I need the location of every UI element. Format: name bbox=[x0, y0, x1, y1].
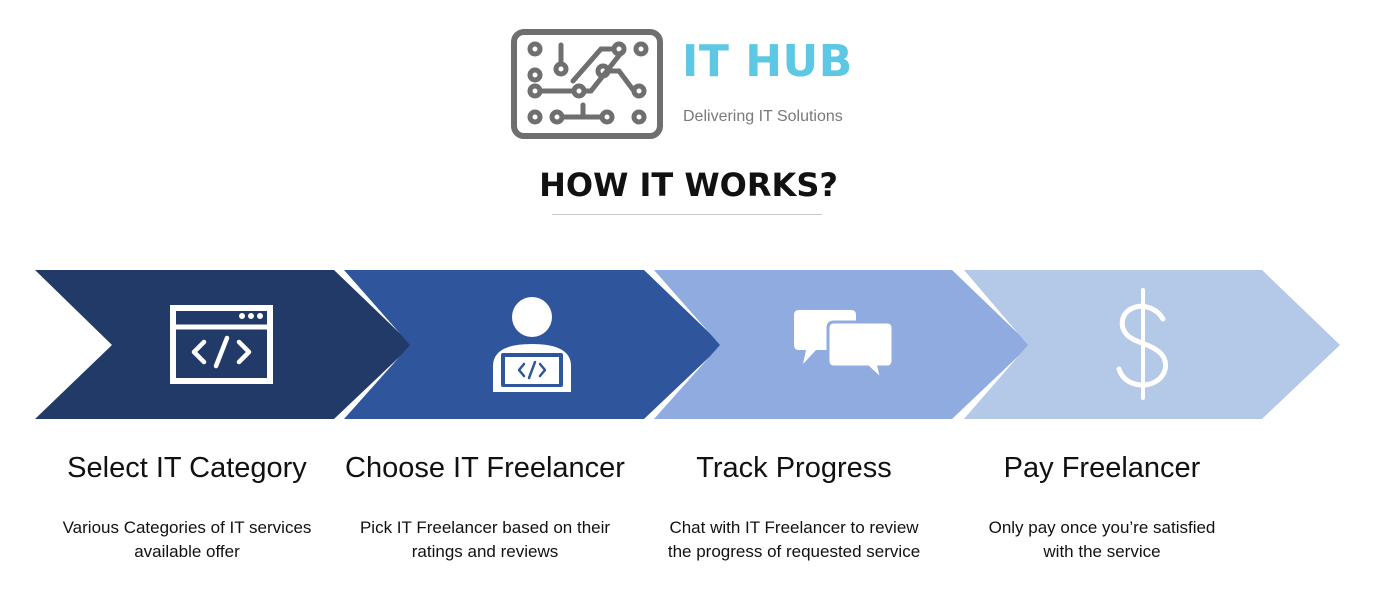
page-title: HOW IT WORKS? bbox=[539, 166, 838, 204]
step-4-chevron bbox=[964, 270, 1340, 419]
step-4-description: Only pay once you’re satisfied with the … bbox=[988, 518, 1216, 561]
step-4-title: Pay Freelancer bbox=[1003, 452, 1201, 484]
step-1-description: Various Categories of IT services availa… bbox=[62, 518, 312, 561]
circuit-board-icon bbox=[511, 29, 663, 139]
step-2-description: Pick IT Freelancer based on their rating… bbox=[359, 518, 611, 561]
step-3-title: Track Progress bbox=[696, 452, 892, 484]
code-window-icon bbox=[170, 305, 273, 384]
step-2-title: Choose IT Freelancer bbox=[345, 452, 625, 484]
dollar-icon bbox=[1116, 288, 1168, 400]
brand-name: IT HUB bbox=[682, 36, 853, 87]
developer-laptop-icon bbox=[493, 297, 571, 392]
step-1-title: Select IT Category bbox=[67, 452, 307, 484]
chat-bubbles-icon bbox=[794, 310, 895, 385]
heading-divider bbox=[552, 214, 822, 215]
brand-tagline: Delivering IT Solutions bbox=[683, 108, 843, 125]
step-3-description: Chat with IT Freelancer to review the pr… bbox=[667, 518, 921, 561]
